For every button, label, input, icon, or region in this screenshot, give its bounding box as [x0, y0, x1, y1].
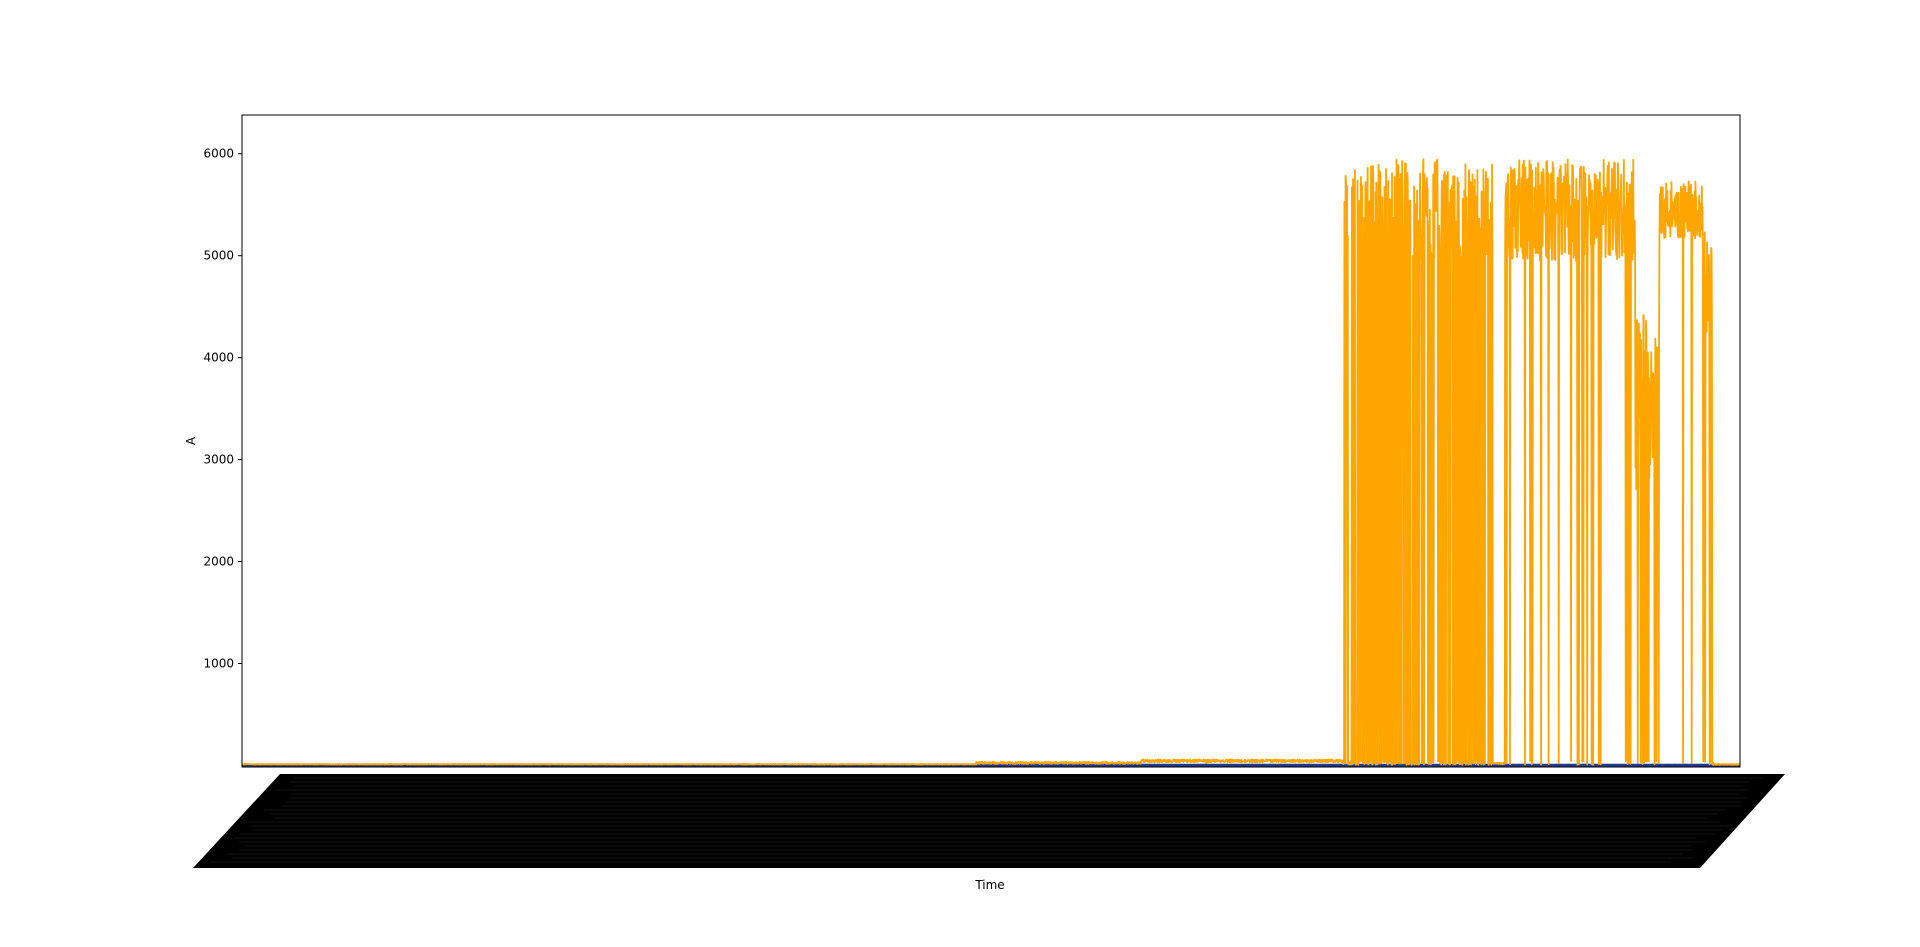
series-layer: [242, 158, 1740, 767]
x-tick-labels: [193, 774, 1785, 868]
y-axis-label: A: [184, 436, 198, 445]
y-tick-label: 6000: [203, 147, 234, 161]
y-tick-label: 5000: [203, 249, 234, 263]
x-tick-label-band: [193, 774, 1785, 868]
y-tick-label: 2000: [203, 555, 234, 569]
series-line-1: [242, 158, 1740, 766]
y-tick-label: 1000: [203, 657, 234, 671]
y-tick-label: 4000: [203, 351, 234, 365]
y-tick-label: 3000: [203, 453, 234, 467]
plot-frame: [241, 114, 1741, 768]
y-axis: 1000 2000 3000 4000 5000 6000: [203, 147, 242, 671]
x-axis-label: Time: [974, 878, 1004, 892]
